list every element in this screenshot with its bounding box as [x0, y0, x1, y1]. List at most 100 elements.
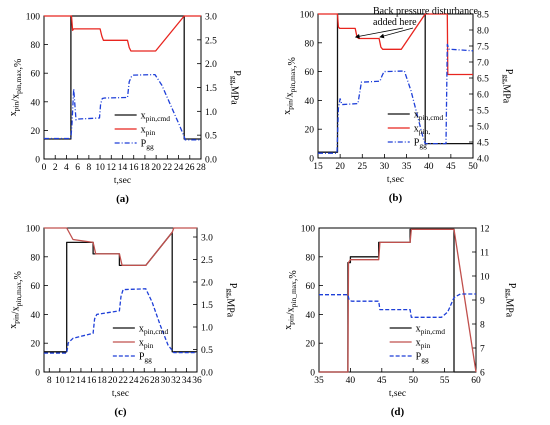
x-tick-label: 15 [313, 162, 323, 172]
x-tick-label: 2 [53, 163, 58, 173]
plot-frame [318, 227, 477, 373]
x-tick-label: 26 [185, 163, 195, 173]
series-line-p-gg [319, 293, 476, 318]
legend-entry: Pgg [141, 139, 154, 152]
y-tick-label: 80 [31, 41, 41, 51]
legend-entry: xpin [416, 338, 431, 351]
y-tick-label: 0 [35, 156, 40, 166]
y2-tick-label: 8.5 [477, 11, 489, 21]
y-tick-label: 0 [35, 369, 40, 379]
x-tick-label: 8 [86, 163, 91, 173]
x-tick-label: 50 [408, 376, 418, 386]
series-line-x-pin-cmd [44, 231, 197, 353]
y2-tick-label: 0.5 [201, 346, 213, 356]
y2-tick-label: 11 [480, 249, 489, 259]
y2-tick-label: 12 [480, 225, 490, 235]
x-tick-label: 24 [129, 376, 139, 386]
y-tick-label: 60 [31, 282, 41, 292]
annotation-arrow [354, 27, 404, 39]
series-line-x-pin- [318, 13, 473, 76]
x-tick-label: 45 [446, 162, 456, 172]
x-tick-label: 18 [140, 163, 150, 173]
x-tick-label: 35 [314, 376, 324, 386]
chart-panel-1: 0 2 4 6 8 10 12 14 16 18 20 22 24 26 280204060801000.0… [8, 13, 242, 206]
y-tick-label: 60 [306, 282, 316, 292]
y2-tick-label: 9 [480, 297, 485, 307]
y-tick-label: 80 [31, 253, 41, 263]
legend-entry: Pgg [416, 352, 429, 365]
x-tick-label: 0 [42, 163, 47, 173]
chart-panel-4: 35 40 45 50 55 60 0 20 40 60 80 100 6 7 8 9 10 11 12 xpin,c… [283, 225, 517, 419]
x-tick-label: 16 [87, 376, 97, 386]
y2-tick-label: 3.0 [201, 234, 213, 244]
x-tick-label: 45 [377, 376, 387, 386]
annotation-text: added here [373, 17, 417, 28]
y2-tick-label: 1.5 [205, 84, 217, 94]
panel-label: (c) [114, 406, 127, 418]
y2-tick-label: 7.5 [477, 43, 489, 53]
y2-tick-label: 2.5 [201, 256, 213, 266]
y2-tick-label: 8.0 [477, 27, 489, 37]
x-axis-label: t,sec [112, 389, 129, 399]
x-tick-label: 35 [402, 162, 412, 172]
x-tick-label: 14 [76, 376, 86, 386]
y-tick-label: 40 [305, 97, 315, 107]
y-tick-label: 60 [31, 70, 41, 80]
series-line-x-pin [44, 15, 201, 52]
y2-tick-label: 6.5 [477, 75, 489, 85]
series-line-p-gg [44, 288, 197, 354]
y-tick-label: 100 [26, 225, 41, 235]
y2-tick-label: 5.5 [477, 107, 489, 117]
y2-axis-label: Pgg,MPa [504, 283, 518, 318]
series-line-x-pin [44, 227, 197, 267]
series-line-x-pin-cmd [319, 228, 476, 373]
x-tick-label: 55 [440, 376, 450, 386]
plot-frame [317, 13, 474, 159]
x-tick-label: 40 [424, 162, 434, 172]
y2-tick-label: 2.5 [205, 36, 217, 46]
x-tick-label: 34 [182, 376, 192, 386]
y2-tick-label: 7 [480, 345, 485, 355]
x-tick-label: 22 [118, 376, 128, 386]
y-tick-label: 80 [305, 39, 315, 49]
x-tick-label: 14 [118, 163, 128, 173]
y2-tick-label: 2.0 [201, 279, 213, 289]
y-tick-label: 20 [31, 340, 41, 350]
y2-tick-label: 4.5 [477, 139, 489, 149]
series-line-x-pin-cmd [318, 13, 473, 153]
annotation-text: Back pressure disturbance [373, 6, 479, 17]
y2-tick-label: 3.0 [205, 13, 217, 23]
y-tick-label: 40 [306, 311, 316, 321]
y-tick-label: 0 [310, 369, 315, 379]
x-tick-label: 50 [468, 162, 478, 172]
y2-tick-label: 10 [480, 273, 490, 283]
y-tick-label: 100 [26, 13, 41, 23]
y2-tick-label: 0.5 [205, 132, 217, 142]
x-tick-label: 20 [151, 163, 161, 173]
y-tick-label: 80 [306, 253, 316, 263]
y2-tick-label: 8 [480, 321, 485, 331]
y-tick-label: 60 [305, 68, 315, 78]
y-tick-label: 20 [306, 340, 316, 350]
x-tick-label: 6 [75, 163, 80, 173]
x-tick-label: 30 [161, 376, 171, 386]
y-axis-label: xpin/xpin,max,% [282, 57, 298, 115]
y-axis-label: xpin/xpin,max,% [8, 59, 24, 117]
y2-tick-label: 1.0 [205, 108, 217, 118]
plot-frame [43, 15, 202, 160]
legend-entry: Pgg [414, 138, 427, 151]
y-tick-label: 40 [31, 98, 41, 108]
y2-axis-label: Pgg,MPa [229, 70, 243, 105]
y2-tick-label: 2.0 [205, 60, 217, 70]
x-tick-label: 10 [55, 376, 65, 386]
y2-tick-label: 4.0 [477, 155, 489, 165]
series-line-p-gg [318, 43, 474, 154]
legend-entry: xpin,cmd [139, 324, 169, 337]
x-tick-label: 24 [174, 163, 184, 173]
series-line-p-gg [44, 73, 201, 141]
x-tick-label: 18 [97, 376, 107, 386]
y2-tick-label: 1.0 [201, 324, 213, 334]
x-tick-label: 10 [95, 163, 105, 173]
y-axis-label: xpin/xpin,max,% [8, 271, 24, 329]
